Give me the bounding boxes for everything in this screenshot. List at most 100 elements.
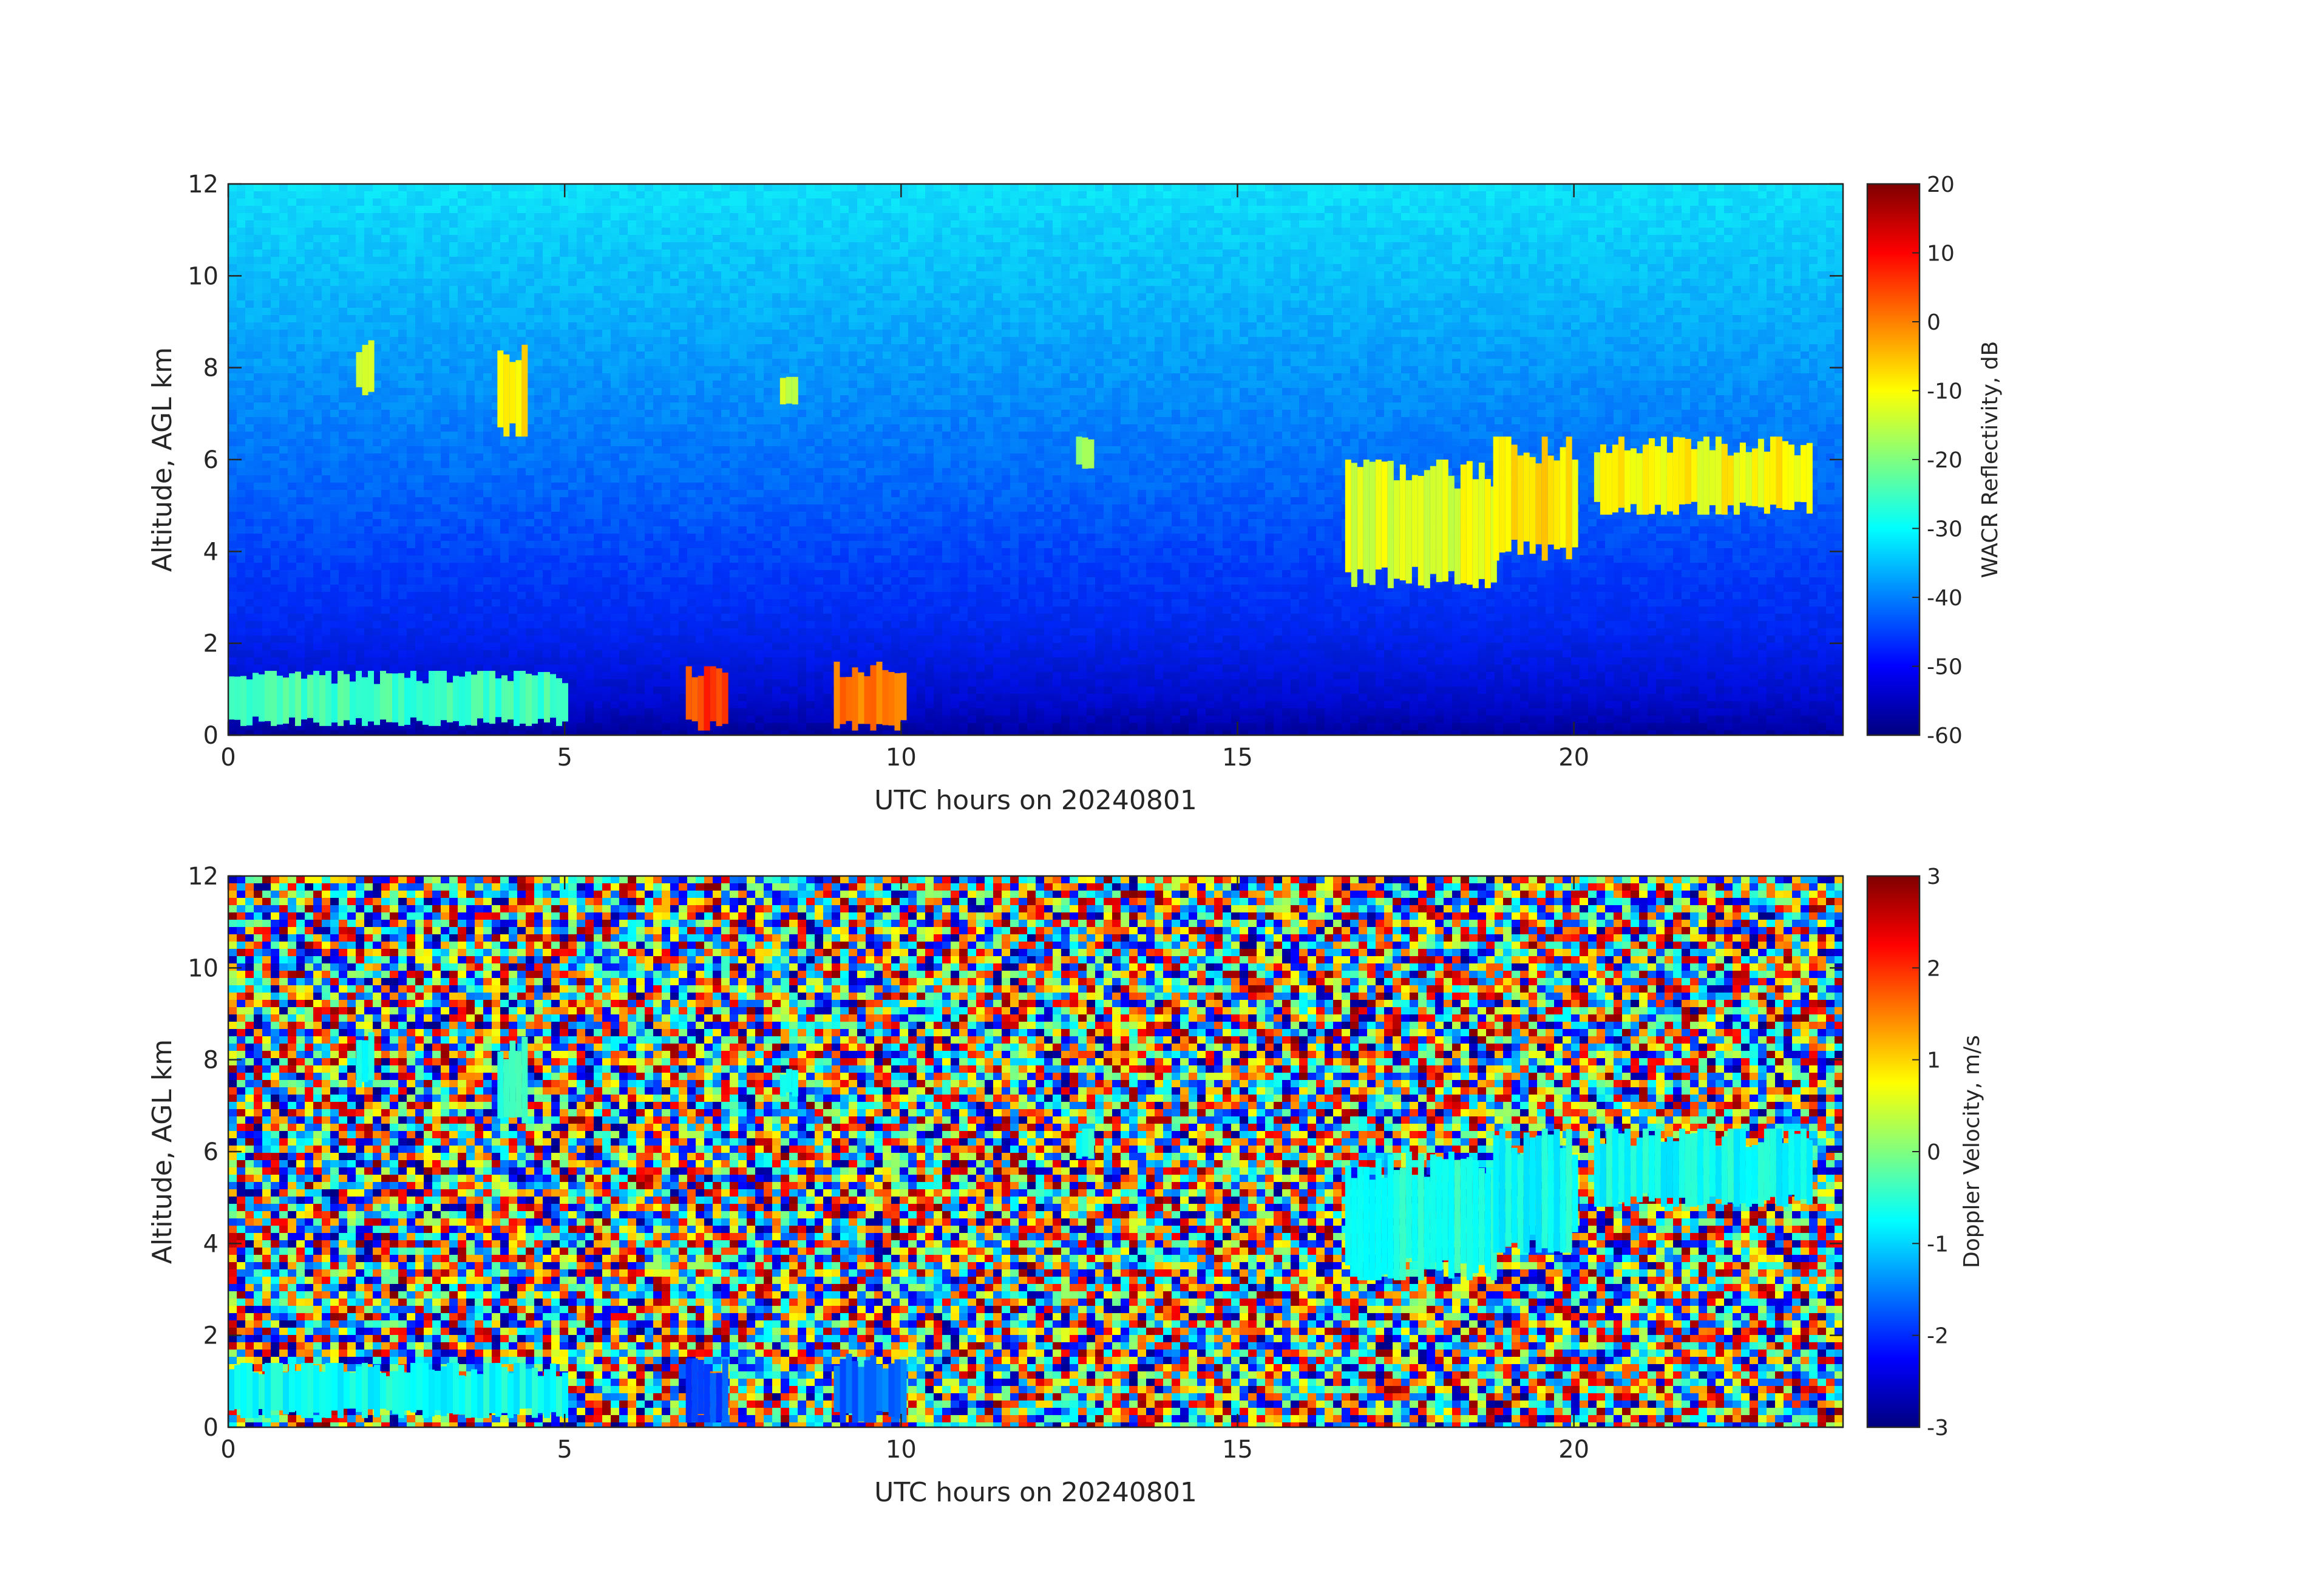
heatmap-cell xyxy=(959,250,968,257)
heatmap-cell xyxy=(619,330,628,337)
heatmap-cell xyxy=(237,301,245,308)
heatmap-cell xyxy=(1597,293,1605,301)
heatmap-cell xyxy=(925,206,934,213)
heatmap-cell xyxy=(959,337,968,344)
heatmap-cell xyxy=(857,228,866,235)
heatmap-cell xyxy=(1308,330,1316,337)
heatmap-cell xyxy=(466,315,475,322)
heatmap-cell xyxy=(755,308,764,315)
heatmap-cell xyxy=(1333,301,1342,308)
heatmap-cell xyxy=(1656,366,1665,373)
heatmap-cell xyxy=(1469,293,1478,301)
heatmap-cell xyxy=(917,279,925,286)
heatmap-cell xyxy=(407,322,415,330)
heatmap-cell xyxy=(1308,359,1316,366)
heatmap-cell xyxy=(636,199,645,206)
heatmap-cell xyxy=(1486,235,1495,242)
heatmap-cell xyxy=(347,366,356,373)
heatmap-cell xyxy=(687,366,696,373)
heatmap-cell xyxy=(1112,330,1121,337)
heatmap-cell xyxy=(585,279,594,286)
heatmap-cell xyxy=(466,220,475,228)
heatmap-cell xyxy=(1486,191,1495,199)
heatmap-cell xyxy=(908,220,917,228)
heatmap-cell xyxy=(1809,315,1818,322)
heatmap-cell xyxy=(959,286,968,293)
heatmap-cell xyxy=(1019,359,1027,366)
heatmap-cell xyxy=(1359,242,1367,250)
heatmap-cell xyxy=(1053,330,1061,337)
heatmap-cell xyxy=(1299,351,1308,359)
heatmap-cell xyxy=(1282,235,1291,242)
heatmap-cell xyxy=(322,206,330,213)
heatmap-cell xyxy=(772,351,781,359)
heatmap-cell xyxy=(526,235,534,242)
heatmap-cell xyxy=(1240,250,1248,257)
heatmap-cell xyxy=(687,235,696,242)
heatmap-cell xyxy=(1478,271,1486,279)
heatmap-cell xyxy=(1758,242,1767,250)
heatmap-cell xyxy=(313,359,322,366)
heatmap-cell xyxy=(1061,344,1070,351)
heatmap-cell xyxy=(925,366,934,373)
heatmap-cell xyxy=(636,308,645,315)
heatmap-cell xyxy=(526,359,534,366)
heatmap-cell xyxy=(866,315,874,322)
heatmap-cell xyxy=(1444,250,1452,257)
heatmap-cell xyxy=(458,213,466,220)
heatmap-cell xyxy=(1435,271,1444,279)
heatmap-cell xyxy=(670,206,679,213)
heatmap-cell xyxy=(560,235,568,242)
heatmap-cell xyxy=(1801,308,1809,315)
heatmap-cell xyxy=(1503,184,1512,191)
heatmap-cell xyxy=(237,257,245,264)
heatmap-cell xyxy=(806,257,815,264)
heatmap-cell xyxy=(1180,264,1189,271)
heatmap-cell xyxy=(874,286,883,293)
heatmap-cell xyxy=(475,220,483,228)
heatmap-cell xyxy=(942,199,951,206)
heatmap-cell xyxy=(313,191,322,199)
heatmap-cell xyxy=(1588,351,1597,359)
heatmap-cell xyxy=(1401,301,1410,308)
heatmap-cell xyxy=(1019,191,1027,199)
heatmap-cell xyxy=(611,308,619,315)
heatmap-cell xyxy=(636,337,645,344)
heatmap-cell xyxy=(560,322,568,330)
heatmap-cell xyxy=(1546,235,1554,242)
heatmap-cell xyxy=(1418,220,1427,228)
heatmap-cell xyxy=(772,301,781,308)
heatmap-cell xyxy=(866,184,874,191)
heatmap-cell xyxy=(237,293,245,301)
heatmap-cell xyxy=(1784,206,1792,213)
heatmap-cell xyxy=(1197,351,1206,359)
heatmap-cell xyxy=(1597,191,1605,199)
heatmap-cell xyxy=(322,337,330,344)
heatmap-cell xyxy=(1325,330,1333,337)
heatmap-cell xyxy=(1605,315,1614,322)
heatmap-cell xyxy=(1282,315,1291,322)
heatmap-cell xyxy=(254,322,262,330)
heatmap-cell xyxy=(1767,235,1775,242)
heatmap-cell xyxy=(815,242,823,250)
heatmap-cell xyxy=(254,359,262,366)
heatmap-cell xyxy=(1580,359,1588,366)
heatmap-cell xyxy=(959,184,968,191)
heatmap-cell xyxy=(1061,257,1070,264)
heatmap-cell xyxy=(1265,344,1274,351)
heatmap-cell xyxy=(917,250,925,257)
heatmap-cell xyxy=(1690,242,1699,250)
heatmap-cell xyxy=(781,257,789,264)
heatmap-cell xyxy=(781,301,789,308)
heatmap-cell xyxy=(1546,330,1554,337)
heatmap-cell xyxy=(1146,322,1155,330)
heatmap-cell xyxy=(721,322,730,330)
heatmap-cell xyxy=(1027,213,1036,220)
heatmap-cell xyxy=(1503,264,1512,271)
heatmap-cell xyxy=(959,315,968,322)
heatmap-cell xyxy=(1189,228,1197,235)
heatmap-cell xyxy=(985,293,993,301)
heatmap-cell xyxy=(806,220,815,228)
heatmap-cell xyxy=(1257,250,1265,257)
heatmap-cell xyxy=(1359,271,1367,279)
